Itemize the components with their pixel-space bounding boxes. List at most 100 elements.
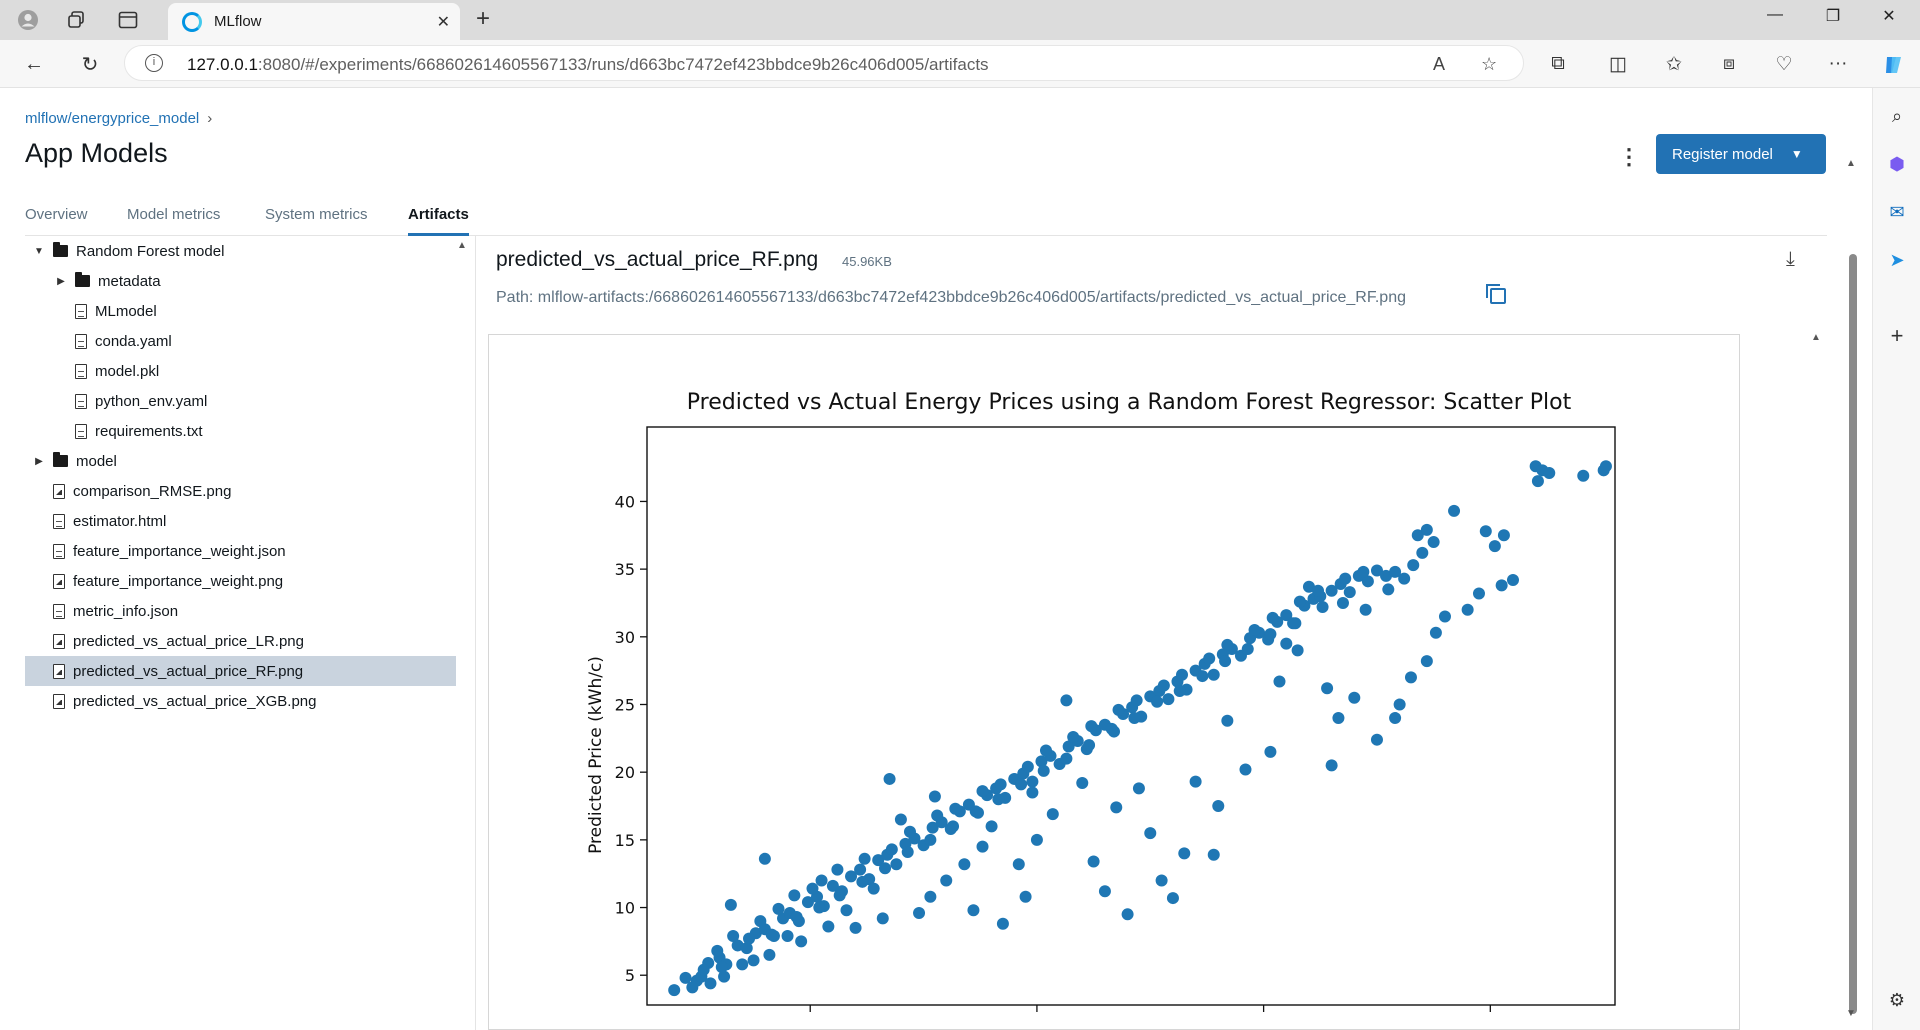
tab-system-metrics[interactable]: System metrics [265, 206, 368, 223]
outlook-icon[interactable]: ✉ [1889, 202, 1905, 222]
tree-item[interactable]: ▼ Random Forest model [25, 236, 456, 266]
scatter-point [765, 928, 778, 941]
tree-item[interactable]: python_env.yaml [25, 386, 456, 416]
code-file-icon [75, 333, 87, 349]
scatter-point [781, 929, 794, 942]
tree-item[interactable]: predicted_vs_actual_price_RF.png [25, 656, 456, 686]
collections-icon[interactable]: ⧈ [1722, 53, 1736, 74]
scatter-point [1343, 586, 1356, 599]
search-icon[interactable]: ⌕ [1891, 106, 1903, 126]
copilot-icon[interactable] [1880, 53, 1908, 83]
tree-item[interactable]: model.pkl [25, 356, 456, 386]
scatter-point [1060, 694, 1073, 707]
scatter-point [806, 882, 819, 895]
tree-item[interactable]: ▶ model [25, 446, 456, 476]
scroll-thumb[interactable] [1849, 254, 1857, 1014]
register-model-button[interactable]: Register model ▼ [1656, 134, 1826, 174]
tab-model-metrics[interactable]: Model metrics [127, 206, 221, 223]
tree-item[interactable]: feature_importance_weight.json [25, 536, 456, 566]
extensions-icon[interactable]: ⧉ [1551, 53, 1565, 74]
scatter-point [1389, 565, 1402, 578]
tab-artifacts[interactable]: Artifacts [408, 206, 469, 236]
caret-down-icon[interactable]: ▼ [34, 245, 44, 257]
browser-tab[interactable]: MLflow ✕ [168, 3, 460, 40]
site-info-icon[interactable]: i [145, 54, 163, 72]
preview-scroll-up-icon[interactable]: ▲ [1811, 332, 1821, 343]
tree-item[interactable]: ▶ metadata [25, 266, 456, 296]
new-tab-icon[interactable]: + [476, 5, 491, 32]
scatter-point [743, 932, 756, 945]
tree-item-label: predicted_vs_actual_price_RF.png [73, 662, 304, 680]
scatter-point [1035, 755, 1048, 768]
favorite-star-icon[interactable]: ☆ [1481, 54, 1498, 74]
scatter-point [724, 898, 737, 911]
url-text[interactable]: 127.0.0.1:8080/#/experiments/66860261460… [187, 55, 989, 74]
tree-item[interactable]: predicted_vs_actual_price_LR.png [25, 626, 456, 656]
breadcrumb: mlflow/energyprice_model › [25, 110, 212, 127]
scatter-point [1021, 760, 1034, 773]
address-bar[interactable]: i 127.0.0.1:8080/#/experiments/668602614… [124, 45, 1524, 81]
scatter-point [801, 896, 814, 909]
scroll-down-arrow-icon[interactable]: ▼ [1846, 1008, 1856, 1019]
browser-essentials-icon[interactable]: ♡ [1775, 54, 1793, 75]
folder-icon [75, 272, 90, 287]
scatter-point [826, 879, 839, 892]
restore-icon[interactable]: ❐ [1825, 8, 1841, 25]
tab-overview[interactable]: Overview [25, 206, 88, 223]
page-scrollbar[interactable]: ▲ ▼ [1846, 158, 1858, 1030]
scatter-point [736, 958, 749, 971]
kebab-menu-icon[interactable]: ⋮ [1618, 144, 1640, 169]
tree-item[interactable]: predicted_vs_actual_price_XGB.png [25, 686, 456, 716]
favorites-icon[interactable]: ✩ [1666, 54, 1682, 75]
folder-icon [53, 242, 68, 257]
download-icon[interactable]: ⤓ [1786, 248, 1795, 270]
scatter-point [754, 915, 767, 928]
close-tab-icon[interactable]: ✕ [436, 14, 450, 31]
scatter-point [1157, 679, 1170, 692]
refresh-icon[interactable]: ↻ [81, 53, 99, 76]
y-tick-label: 20 [615, 763, 635, 782]
caret-right-icon[interactable]: ▶ [35, 455, 43, 467]
tree-item[interactable]: feature_importance_weight.png [25, 566, 456, 596]
scatter-point [1416, 546, 1429, 559]
breadcrumb-link[interactable]: mlflow/energyprice_model [25, 110, 200, 127]
tree-item[interactable]: comparison_RMSE.png [25, 476, 456, 506]
add-app-icon[interactable]: + [1890, 323, 1904, 348]
browser-tab-bar: MLflow ✕ + — ❐ ✕ [0, 0, 1920, 40]
minimize-icon[interactable]: — [1767, 6, 1783, 23]
scatter-point [1506, 573, 1519, 586]
settings-gear-icon[interactable]: ⚙ [1888, 990, 1906, 1010]
split-screen-icon[interactable]: ◫ [1609, 54, 1627, 75]
tree-item[interactable]: MLmodel [25, 296, 456, 326]
tree-item[interactable]: estimator.html [25, 506, 456, 536]
scatter-point [1173, 684, 1186, 697]
scatter-point [994, 778, 1007, 791]
back-icon[interactable]: ← [24, 52, 44, 75]
scroll-up-icon[interactable]: ▲ [457, 240, 467, 251]
tree-item[interactable]: metric_info.json [25, 596, 456, 626]
more-menu-icon[interactable]: ··· [1828, 53, 1848, 74]
send-icon[interactable]: ➤ [1889, 250, 1905, 270]
caret-right-icon[interactable]: ▶ [57, 275, 65, 287]
tree-item[interactable]: requirements.txt [25, 416, 456, 446]
tree-item[interactable]: conda.yaml [25, 326, 456, 356]
artifact-image-preview: Predicted vs Actual Energy Prices using … [488, 334, 1740, 1030]
mlflow-favicon-icon [182, 11, 202, 32]
artifact-tree: ▲ ▼ Random Forest model ▶ metadata MLmodel co… [25, 236, 476, 1030]
scatter-point [1121, 908, 1134, 921]
close-window-icon[interactable]: ✕ [1882, 8, 1896, 25]
workspaces-icon[interactable] [60, 6, 92, 34]
scatter-point [1407, 559, 1420, 572]
scatter-point [883, 772, 896, 785]
tree-item-label: conda.yaml [95, 332, 172, 350]
scatter-point [1332, 712, 1345, 725]
scatter-point [976, 785, 989, 798]
scatter-point [949, 802, 962, 815]
copy-path-icon[interactable] [1486, 284, 1506, 304]
scroll-up-arrow-icon[interactable]: ▲ [1846, 158, 1856, 169]
page-title: App Models [25, 138, 168, 168]
read-aloud-icon[interactable]: A [1433, 54, 1446, 74]
vertical-tabs-icon[interactable] [112, 6, 144, 34]
copilot-sidebar-icon[interactable]: ⬢ [1889, 154, 1905, 174]
profile-icon[interactable] [12, 6, 44, 34]
